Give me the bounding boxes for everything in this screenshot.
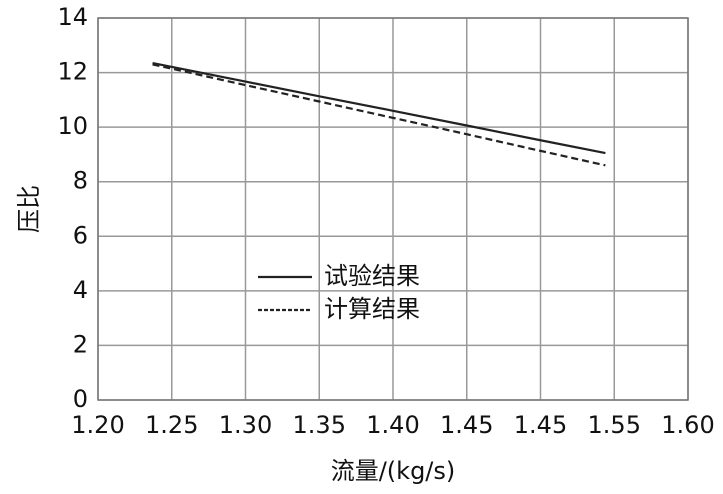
x-tick-label: 1.55	[588, 411, 641, 439]
y-tick-label: 4	[73, 276, 88, 304]
legend-label: 计算结果	[324, 295, 420, 323]
y-tick-label: 12	[57, 58, 88, 86]
y-tick-label: 2	[73, 330, 88, 358]
x-tick-label: 1.60	[661, 411, 714, 439]
y-tick-label: 14	[57, 3, 88, 31]
data-line	[152, 63, 606, 167]
y-tick-label: 6	[73, 221, 88, 249]
y-tick-label: 8	[73, 167, 88, 195]
plot-frame	[97, 17, 689, 401]
y-axis-label: 压比	[15, 185, 43, 233]
x-tick-label: 1.45	[514, 411, 567, 439]
x-axis-label: 流量/(kg/s)	[331, 457, 456, 485]
x-tick-label: 1.20	[71, 411, 124, 439]
x-tick-label: 1.30	[219, 411, 272, 439]
x-tick-label: 1.40	[366, 411, 419, 439]
legend-label: 试验结果	[324, 262, 420, 290]
y-tick-label: 10	[57, 112, 88, 140]
data-line	[152, 61, 606, 155]
x-tick-label: 1.35	[293, 411, 346, 439]
y-tick-label: 0	[73, 385, 88, 413]
x-tick-label: 1.25	[145, 411, 198, 439]
x-tick-label: 1.45	[440, 411, 493, 439]
